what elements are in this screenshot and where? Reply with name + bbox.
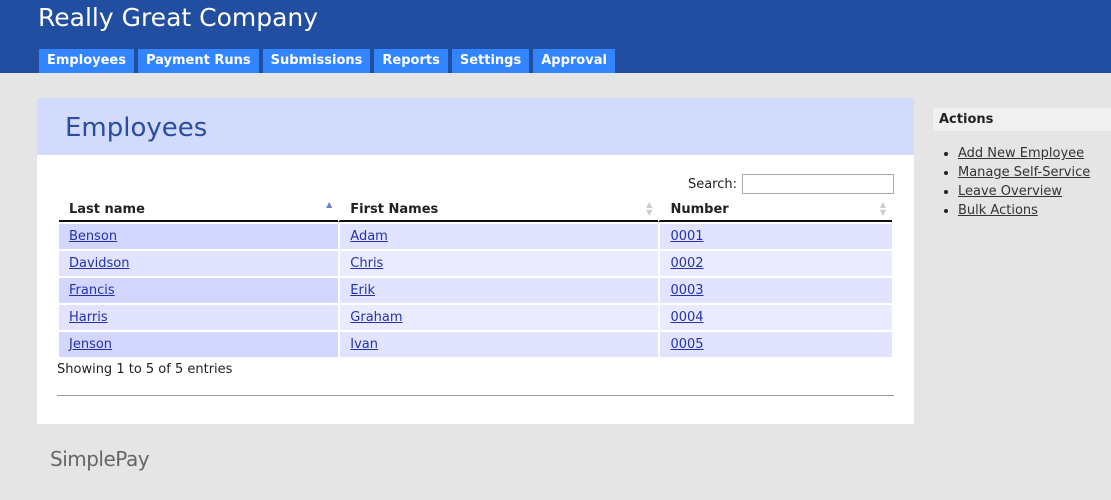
last-name-link[interactable]: Harris — [69, 310, 108, 325]
first-name-link[interactable]: Erik — [350, 283, 375, 298]
list-item: Leave Overview — [958, 182, 1111, 201]
column-header-last-name[interactable]: Last name ▲ — [59, 198, 339, 222]
number-link[interactable]: 0001 — [670, 229, 704, 244]
column-label: First Names — [350, 201, 439, 217]
table-row: Benson Adam 0001 — [59, 222, 892, 249]
last-name-link[interactable]: Davidson — [69, 256, 130, 271]
sort-asc-icon: ▲ — [326, 200, 333, 209]
cell-last-name: Davidson — [59, 249, 339, 276]
column-header-first-names[interactable]: First Names ▲ ▼ — [338, 198, 659, 222]
cell-number: 0003 — [658, 276, 892, 303]
list-item: Add New Employee — [958, 144, 1111, 163]
search: Search: — [688, 174, 894, 194]
cell-first-name: Ivan — [338, 330, 659, 357]
tab-employees[interactable]: Employees — [39, 49, 134, 73]
cell-number: 0004 — [658, 303, 892, 330]
cell-last-name: Harris — [59, 303, 339, 330]
tab-submissions[interactable]: Submissions — [262, 49, 371, 73]
first-name-link[interactable]: Ivan — [350, 337, 379, 352]
tab-payment-runs[interactable]: Payment Runs — [137, 49, 259, 73]
cell-number: 0005 — [658, 330, 892, 357]
first-name-link[interactable]: Graham — [350, 310, 403, 325]
number-link[interactable]: 0003 — [670, 283, 704, 298]
employees-table: Last name ▲ First Names ▲ ▼ Number ▲ ▼ Benson… — [59, 198, 892, 357]
column-label: Last name — [69, 201, 145, 217]
cell-first-name: Chris — [338, 249, 659, 276]
app-header: Really Great Company Employees Payment R… — [0, 0, 1111, 73]
actions-sidebar: Actions Add New Employee Manage Self-Ser… — [933, 108, 1111, 220]
cell-last-name: Jenson — [59, 330, 339, 357]
leave-overview-link[interactable]: Leave Overview — [958, 184, 1063, 199]
actions-title: Actions — [933, 108, 1111, 131]
table-row: Davidson Chris 0002 — [59, 249, 892, 276]
manage-self-service-link[interactable]: Manage Self-Service — [958, 165, 1091, 180]
number-link[interactable]: 0004 — [670, 310, 704, 325]
tab-approval[interactable]: Approval — [533, 49, 615, 73]
search-label: Search: — [687, 176, 737, 192]
column-header-number[interactable]: Number ▲ ▼ — [658, 198, 892, 222]
table-row: Jenson Ivan 0005 — [59, 330, 892, 357]
list-item: Manage Self-Service — [958, 163, 1111, 182]
table-info: Showing 1 to 5 of 5 entries — [57, 362, 233, 377]
cell-first-name: Adam — [338, 222, 659, 249]
search-input[interactable] — [742, 174, 894, 194]
list-item: Bulk Actions — [958, 201, 1111, 220]
last-name-link[interactable]: Benson — [69, 229, 118, 244]
bulk-actions-link[interactable]: Bulk Actions — [958, 203, 1038, 218]
sort-both-icon: ▲ ▼ — [646, 200, 653, 217]
last-name-link[interactable]: Francis — [69, 283, 115, 298]
cell-first-name: Graham — [338, 303, 659, 330]
table-row: Francis Erik 0003 — [59, 276, 892, 303]
actions-list: Add New Employee Manage Self-Service Lea… — [933, 144, 1111, 220]
page-title: Employees — [65, 113, 208, 143]
add-new-employee-link[interactable]: Add New Employee — [958, 146, 1085, 161]
simplepay-logo: SimplePay — [50, 447, 150, 471]
title-bar: Employees — [37, 98, 914, 155]
cell-number: 0001 — [658, 222, 892, 249]
first-name-link[interactable]: Chris — [350, 256, 384, 271]
number-link[interactable]: 0002 — [670, 256, 704, 271]
table-row: Harris Graham 0004 — [59, 303, 892, 330]
company-name: Really Great Company — [38, 3, 319, 32]
cell-first-name: Erik — [338, 276, 659, 303]
divider — [57, 395, 894, 396]
last-name-link[interactable]: Jenson — [69, 337, 113, 352]
cell-number: 0002 — [658, 249, 892, 276]
employees-panel: Employees Search: Last name ▲ First Names… — [37, 98, 914, 424]
sort-both-icon: ▲ ▼ — [879, 200, 886, 217]
column-label: Number — [670, 201, 729, 217]
cell-last-name: Benson — [59, 222, 339, 249]
first-name-link[interactable]: Adam — [350, 229, 388, 244]
nav-tabs: Employees Payment Runs Submissions Repor… — [39, 49, 615, 73]
number-link[interactable]: 0005 — [670, 337, 704, 352]
tab-reports[interactable]: Reports — [374, 49, 448, 73]
tab-settings[interactable]: Settings — [451, 49, 530, 73]
cell-last-name: Francis — [59, 276, 339, 303]
